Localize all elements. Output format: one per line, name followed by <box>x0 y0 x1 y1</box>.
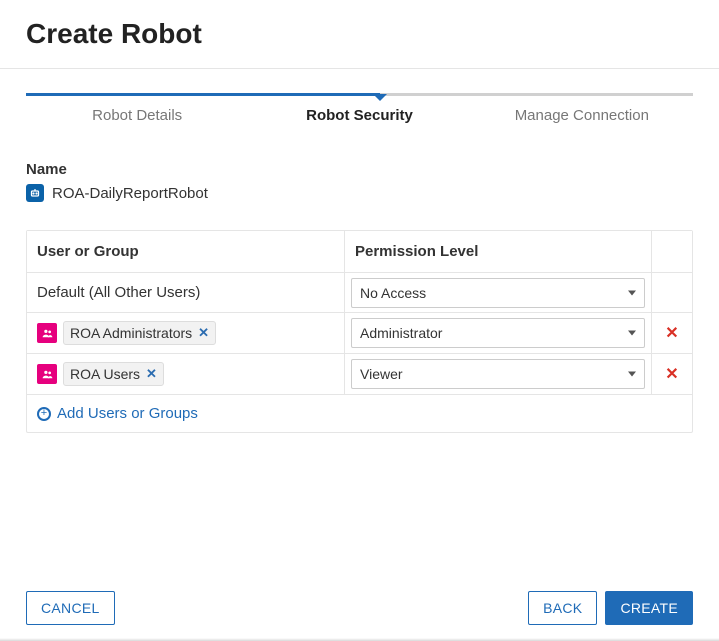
table-header-row: User or Group Permission Level <box>27 231 692 273</box>
group-chip-label: ROA Administrators <box>70 325 192 341</box>
chip-remove-icon[interactable]: ✕ <box>146 366 157 382</box>
table-row: ROA Administrators ✕ Administrator ✕ <box>27 313 692 354</box>
delete-row-button[interactable]: ✕ <box>665 364 678 384</box>
create-button[interactable]: CREATE <box>605 591 693 625</box>
permission-cell: Viewer <box>345 354 652 394</box>
delete-cell <box>652 273 692 312</box>
permission-select-admin[interactable]: Administrator <box>351 318 645 348</box>
user-cell-default: Default (All Other Users) <box>27 273 345 312</box>
dialog-header: Create Robot <box>0 0 719 69</box>
step-manage-connection[interactable]: Manage Connection <box>471 107 693 124</box>
group-icon <box>37 323 57 343</box>
permission-cell: No Access <box>345 273 652 312</box>
permission-select-value: Administrator <box>360 325 442 341</box>
footer-right-group: BACK CREATE <box>528 591 693 625</box>
group-chip: ROA Users ✕ <box>63 362 164 386</box>
step-robot-details[interactable]: Robot Details <box>26 107 248 124</box>
permission-cell: Administrator <box>345 313 652 353</box>
delete-cell: ✕ <box>652 354 692 394</box>
step-caret-icon <box>373 94 387 101</box>
name-row: ROA-DailyReportRobot <box>26 184 693 202</box>
add-users-label: Add Users or Groups <box>57 405 198 422</box>
permission-select-viewer[interactable]: Viewer <box>351 359 645 389</box>
table-row: Default (All Other Users) No Access <box>27 273 692 313</box>
user-cell-group: ROA Administrators ✕ <box>27 313 345 353</box>
dialog-footer: CANCEL BACK CREATE <box>0 591 719 625</box>
page-title: Create Robot <box>26 18 693 50</box>
permission-select-value: Viewer <box>360 366 403 382</box>
chip-remove-icon[interactable]: ✕ <box>198 325 209 341</box>
robot-icon <box>26 184 44 202</box>
column-header-permission: Permission Level <box>345 231 652 272</box>
table-row: ROA Users ✕ Viewer ✕ <box>27 354 692 395</box>
column-header-user: User or Group <box>27 231 345 272</box>
user-cell-group: ROA Users ✕ <box>27 354 345 394</box>
delete-row-button[interactable]: ✕ <box>665 323 678 343</box>
robot-name-value: ROA-DailyReportRobot <box>52 185 208 202</box>
group-chip: ROA Administrators ✕ <box>63 321 216 345</box>
plus-circle-icon: + <box>37 407 51 421</box>
permissions-table: User or Group Permission Level Default (… <box>26 230 693 433</box>
group-chip-label: ROA Users <box>70 366 140 382</box>
column-header-actions <box>652 231 692 272</box>
step-robot-security[interactable]: Robot Security <box>248 107 470 124</box>
dialog-content: Robot Details Robot Security Manage Conn… <box>0 69 719 433</box>
delete-cell: ✕ <box>652 313 692 353</box>
wizard-stepper: Robot Details Robot Security Manage Conn… <box>26 91 693 131</box>
group-icon <box>37 364 57 384</box>
permission-select-default[interactable]: No Access <box>351 278 645 308</box>
step-labels: Robot Details Robot Security Manage Conn… <box>26 107 693 124</box>
permission-select-value: No Access <box>360 285 426 301</box>
name-label: Name <box>26 161 693 178</box>
back-button[interactable]: BACK <box>528 591 597 625</box>
default-user-label: Default (All Other Users) <box>37 284 200 301</box>
name-section: Name ROA-DailyReportRobot <box>26 161 693 202</box>
cancel-button[interactable]: CANCEL <box>26 591 115 625</box>
step-line-done <box>26 93 380 96</box>
add-users-button[interactable]: + Add Users or Groups <box>27 395 692 432</box>
